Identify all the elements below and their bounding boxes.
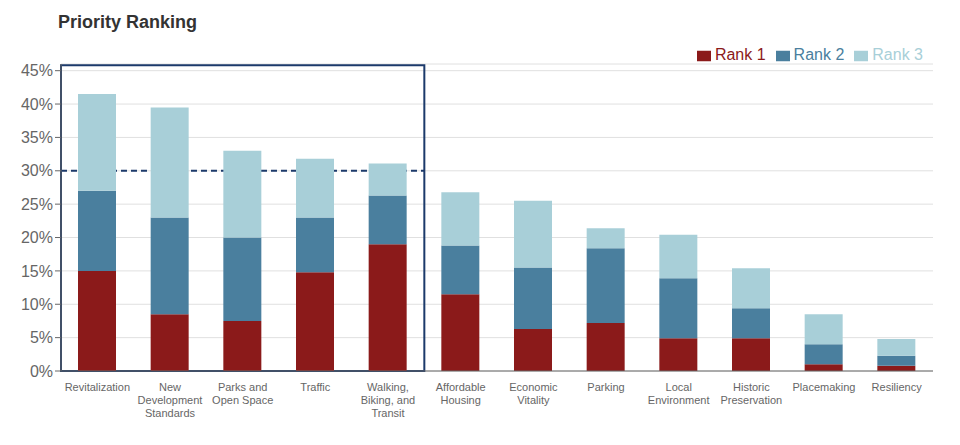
html-text:Priority Ranking: Priority Ranking — [58, 12, 197, 32]
svg-text:AffordableHousing: AffordableHousing — [436, 381, 486, 406]
svg-text:Resiliency: Resiliency — [872, 381, 923, 393]
svg-text:25%: 25% — [21, 196, 53, 213]
svg-text:Parking: Parking — [587, 381, 624, 393]
svg-text:20%: 20% — [21, 229, 53, 246]
svg-text:LocalEnvironment: LocalEnvironment — [648, 381, 710, 406]
svg-text:NewDevelopmentStandards: NewDevelopmentStandards — [138, 381, 203, 419]
html-text:Rank 3: Rank 3 — [872, 46, 923, 63]
svg-text:Placemaking: Placemaking — [793, 381, 856, 393]
svg-text:0%: 0% — [30, 363, 53, 380]
svg-text:30%: 30% — [21, 162, 53, 179]
svg-text:35%: 35% — [21, 129, 53, 146]
svg-text:Parks andOpen Space: Parks andOpen Space — [212, 381, 273, 406]
svg-text:Traffic: Traffic — [300, 381, 330, 393]
html-text:Rank 1: Rank 1 — [714, 46, 766, 63]
svg-text:Walking,Biking, andTransit: Walking,Biking, andTransit — [361, 381, 415, 419]
svg-text:40%: 40% — [21, 96, 53, 113]
svg-text:HistoricPreservation: HistoricPreservation — [720, 381, 782, 406]
svg-text:10%: 10% — [21, 296, 53, 313]
html-text:Rank 2: Rank 2 — [793, 46, 845, 63]
svg-text:5%: 5% — [30, 329, 53, 346]
svg-text:Revitalization: Revitalization — [65, 381, 130, 393]
svg-text:EconomicVitality: EconomicVitality — [509, 381, 558, 406]
svg-text:15%: 15% — [21, 263, 53, 280]
svg-text:45%: 45% — [21, 62, 53, 79]
